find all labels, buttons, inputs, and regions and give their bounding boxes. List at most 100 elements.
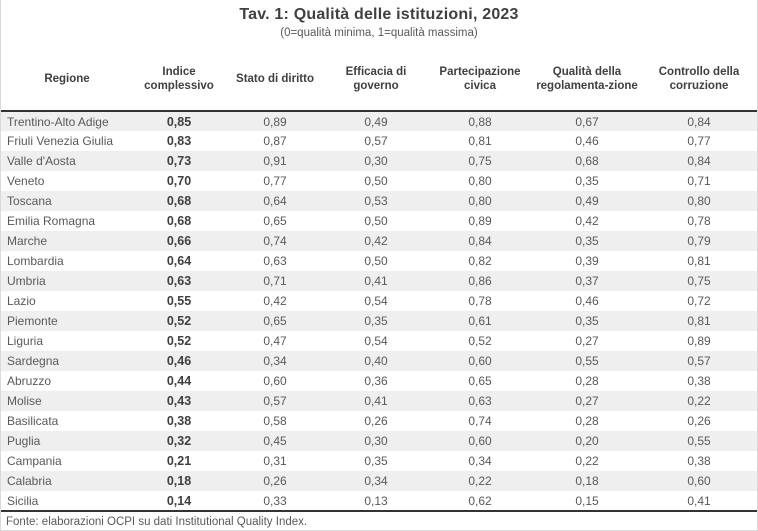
region-name: Basilicata [7, 414, 59, 428]
value-cell: 0,47 [263, 334, 287, 348]
value-cell: 0,73 [166, 154, 192, 168]
value-cell: 0,27 [575, 334, 599, 348]
region-name: Toscana [7, 194, 52, 208]
value-cell: 0,34 [468, 454, 492, 468]
value-cell: 0,31 [263, 454, 287, 468]
quality-institutions-table: Regione Indice complessivo Stato di diritt… [1, 47, 757, 512]
value-cell: 0,84 [468, 234, 492, 248]
table-row: Abruzzo 0,44 0,60 0,36 0,65 0,28 0,38 [1, 371, 757, 391]
value-cell: 0,63 [468, 394, 492, 408]
value-cell: 0,30 [364, 434, 388, 448]
value-cell: 0,80 [468, 174, 492, 188]
region-name: Abruzzo [7, 374, 52, 388]
table-row: Trentino-Alto Adige 0,85 0,89 0,49 0,88 0,67 0… [1, 111, 757, 131]
value-cell: 0,54 [364, 294, 388, 308]
region-name: Valle d'Aosta [7, 154, 76, 168]
value-cell: 0,85 [166, 114, 192, 129]
value-cell: 0,41 [687, 493, 711, 508]
value-cell: 0,49 [575, 194, 599, 208]
value-cell: 0,81 [687, 314, 711, 328]
value-cell: 0,57 [263, 394, 287, 408]
region-name: Puglia [7, 434, 41, 448]
table-row: Basilicata 0,38 0,58 0,26 0,74 0,28 0,26 [1, 411, 757, 431]
column-header-4: Partecipazione civica [439, 65, 521, 92]
value-cell: 0,26 [687, 414, 711, 428]
column-header-2: Stato di diritto [236, 72, 314, 85]
table-row: Lombardia 0,64 0,63 0,50 0,82 0,39 0,81 [1, 251, 757, 271]
value-cell: 0,78 [468, 294, 492, 308]
column-header-0: Regione [44, 72, 90, 85]
table-title: Tav. 1: Qualità delle istituzioni, 2023 [239, 6, 519, 23]
value-cell: 0,68 [166, 214, 192, 228]
value-cell: 0,57 [364, 134, 388, 148]
value-cell: 0,75 [468, 154, 492, 168]
column-header-6: Controllo della corruzione [658, 65, 740, 92]
value-cell: 0,63 [263, 254, 287, 268]
value-cell: 0,49 [364, 114, 388, 129]
value-cell: 0,60 [263, 374, 287, 388]
value-cell: 0,71 [263, 274, 287, 288]
column-header-5: Qualità della regolamenta-zione [536, 65, 638, 92]
value-cell: 0,22 [468, 474, 492, 488]
value-cell: 0,50 [364, 254, 388, 268]
table-row: Toscana 0,68 0,64 0,53 0,80 0,49 0,80 [1, 191, 757, 211]
title-area: Tav. 1: Qualità delle istituzioni, 2023 … [1, 0, 757, 41]
region-name: Trentino-Alto Adige [7, 114, 109, 129]
value-cell: 0,86 [468, 274, 492, 288]
value-cell: 0,28 [575, 374, 599, 388]
value-cell: 0,55 [166, 294, 192, 308]
value-cell: 0,14 [166, 493, 192, 508]
region-name: Calabria [7, 474, 52, 488]
value-cell: 0,81 [468, 134, 492, 148]
value-cell: 0,43 [166, 394, 192, 408]
value-cell: 0,82 [468, 254, 492, 268]
value-cell: 0,42 [263, 294, 287, 308]
table-row: Molise 0,43 0,57 0,41 0,63 0,27 0,22 [1, 391, 757, 411]
value-cell: 0,60 [468, 434, 492, 448]
value-cell: 0,55 [687, 434, 711, 448]
value-cell: 0,38 [166, 414, 192, 428]
value-cell: 0,61 [468, 314, 492, 328]
region-name: Molise [7, 394, 42, 408]
value-cell: 0,66 [166, 234, 192, 248]
value-cell: 0,78 [687, 214, 711, 228]
value-cell: 0,79 [687, 234, 711, 248]
region-name: Emilia Romagna [7, 214, 96, 228]
value-cell: 0,68 [575, 154, 599, 168]
column-header-1: Indice complessivo [144, 65, 214, 92]
table-row: Umbria 0,63 0,71 0,41 0,86 0,37 0,75 [1, 271, 757, 291]
value-cell: 0,18 [575, 474, 599, 488]
value-cell: 0,62 [468, 493, 492, 508]
value-cell: 0,36 [364, 374, 388, 388]
value-cell: 0,35 [364, 314, 388, 328]
value-cell: 0,87 [263, 134, 287, 148]
value-cell: 0,84 [687, 154, 711, 168]
table-body: Trentino-Alto Adige 0,85 0,89 0,49 0,88 0,67 0… [1, 111, 757, 511]
value-cell: 0,18 [166, 474, 192, 488]
region-name: Sardegna [7, 354, 60, 368]
value-cell: 0,58 [263, 414, 287, 428]
value-cell: 0,44 [166, 374, 192, 388]
value-cell: 0,75 [687, 274, 711, 288]
value-cell: 0,35 [575, 314, 599, 328]
value-cell: 0,54 [364, 334, 388, 348]
value-cell: 0,41 [364, 274, 388, 288]
value-cell: 0,41 [364, 394, 388, 408]
value-cell: 0,35 [575, 234, 599, 248]
value-cell: 0,22 [687, 394, 711, 408]
value-cell: 0,38 [687, 374, 711, 388]
value-cell: 0,21 [166, 454, 192, 468]
value-cell: 0,32 [166, 434, 192, 448]
region-name: Veneto [7, 174, 45, 188]
value-cell: 0,91 [263, 154, 287, 168]
value-cell: 0,33 [263, 493, 287, 508]
value-cell: 0,15 [575, 493, 599, 508]
region-name: Campania [7, 454, 62, 468]
value-cell: 0,22 [575, 454, 599, 468]
region-name: Lazio [7, 294, 36, 308]
table-row: Calabria 0,18 0,26 0,34 0,22 0,18 0,60 [1, 471, 757, 491]
region-name: Piemonte [7, 314, 58, 328]
value-cell: 0,35 [575, 174, 599, 188]
value-cell: 0,80 [468, 194, 492, 208]
